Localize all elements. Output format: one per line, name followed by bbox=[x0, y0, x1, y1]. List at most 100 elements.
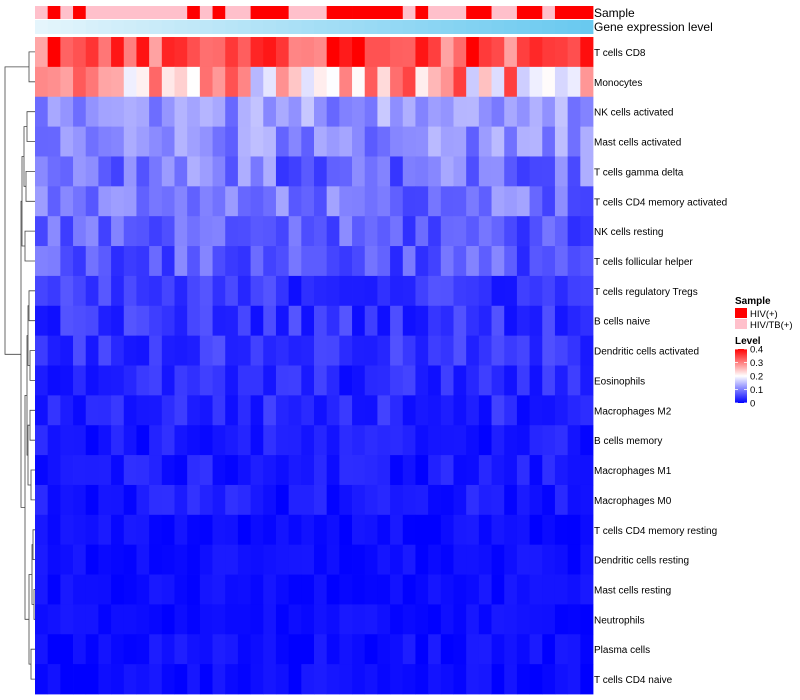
heatmap-cell bbox=[275, 37, 290, 68]
expression-annotation-cell bbox=[136, 20, 150, 34]
dendrogram-branch bbox=[27, 424, 31, 486]
heatmap-cell bbox=[111, 365, 125, 396]
heatmap-cell bbox=[187, 305, 201, 337]
heatmap-cell bbox=[390, 126, 404, 157]
sample-annotation-cell bbox=[199, 6, 213, 19]
heatmap-cell bbox=[111, 126, 125, 157]
heatmap-cell bbox=[580, 216, 594, 247]
heatmap-cell bbox=[60, 484, 74, 516]
heatmap-cell bbox=[567, 574, 581, 605]
heatmap-cell bbox=[491, 395, 505, 426]
heatmap-cell bbox=[478, 66, 492, 98]
heatmap-cell bbox=[478, 395, 492, 426]
heatmap-cell bbox=[491, 216, 505, 247]
heatmap-cell bbox=[478, 455, 492, 486]
heatmap-cell bbox=[60, 246, 74, 277]
heatmap-cell bbox=[73, 514, 87, 546]
heatmap-cell bbox=[326, 365, 340, 396]
heatmap-cell bbox=[47, 37, 61, 68]
heatmap-cell bbox=[60, 544, 74, 575]
heatmap-cell bbox=[491, 246, 505, 277]
heatmap-cell bbox=[352, 246, 366, 277]
heatmap-cell bbox=[314, 96, 328, 127]
heatmap-cell bbox=[212, 484, 226, 516]
heatmap-cell bbox=[415, 365, 429, 396]
heatmap-cell bbox=[212, 335, 226, 366]
heatmap-cell bbox=[187, 425, 201, 456]
heatmap-cell bbox=[212, 96, 226, 127]
heatmap-cell bbox=[542, 544, 556, 575]
heatmap-cell bbox=[453, 66, 467, 98]
heatmap-cell bbox=[428, 455, 442, 486]
sample-annotation-cell bbox=[187, 6, 201, 19]
heatmap-cell bbox=[402, 126, 416, 157]
heatmap-cell bbox=[504, 96, 518, 127]
heatmap-cell bbox=[326, 335, 340, 366]
legend-swatch-hiv-tb bbox=[735, 319, 747, 329]
heatmap-cell bbox=[60, 634, 74, 665]
heatmap-cell bbox=[237, 365, 251, 396]
heatmap-cell bbox=[326, 544, 340, 575]
heatmap-cell bbox=[225, 96, 239, 127]
heatmap-cell bbox=[263, 305, 277, 337]
heatmap-cell bbox=[35, 574, 49, 605]
heatmap-cell bbox=[187, 664, 201, 695]
heatmap-cell bbox=[504, 395, 518, 426]
heatmap-cell bbox=[237, 216, 251, 247]
heatmap-cell bbox=[314, 664, 328, 695]
heatmap-cell bbox=[237, 37, 251, 68]
heatmap-cell bbox=[428, 484, 442, 516]
heatmap-cell bbox=[390, 544, 404, 575]
heatmap-cell bbox=[98, 126, 112, 157]
heatmap-cell bbox=[250, 96, 264, 127]
heatmap-cell bbox=[428, 96, 442, 127]
heatmap-cell bbox=[516, 37, 530, 68]
heatmap-cell bbox=[60, 66, 74, 98]
heatmap-cell bbox=[529, 484, 543, 516]
expression-annotation-cell bbox=[516, 20, 530, 34]
heatmap-cell bbox=[415, 395, 429, 426]
heatmap-cell bbox=[85, 455, 99, 486]
heatmap-cell bbox=[453, 514, 467, 546]
heatmap-cell bbox=[174, 186, 188, 217]
heatmap-cell bbox=[225, 66, 239, 98]
heatmap-cell bbox=[453, 156, 467, 187]
heatmap-cell bbox=[187, 365, 201, 396]
heatmap-cell bbox=[136, 604, 150, 635]
heatmap-cell bbox=[314, 514, 328, 546]
heatmap-cell bbox=[174, 66, 188, 98]
heatmap-cell bbox=[504, 186, 518, 217]
heatmap-cell bbox=[390, 246, 404, 277]
expression-annotation-cell bbox=[491, 20, 505, 34]
row-label: T cells gamma delta bbox=[594, 167, 684, 178]
heatmap-cell bbox=[199, 425, 213, 456]
sample-annotation-cell bbox=[136, 6, 150, 19]
heatmap-cell bbox=[428, 126, 442, 157]
heatmap-cell bbox=[402, 335, 416, 366]
heatmap-cell bbox=[275, 156, 290, 187]
heatmap-cell bbox=[516, 425, 530, 456]
heatmap-cell bbox=[516, 66, 530, 98]
heatmap-cell bbox=[149, 514, 163, 546]
heatmap-cell bbox=[529, 246, 543, 277]
heatmap-cell bbox=[377, 335, 391, 366]
heatmap-cell bbox=[136, 96, 150, 127]
heatmap-cell bbox=[73, 395, 87, 426]
heatmap-cell bbox=[390, 216, 404, 247]
heatmap-cell bbox=[212, 275, 226, 307]
heatmap-cell bbox=[529, 66, 543, 98]
heatmap-cell bbox=[85, 37, 99, 68]
heatmap-cell bbox=[554, 37, 569, 68]
heatmap-cell bbox=[440, 365, 454, 396]
heatmap-cell bbox=[339, 455, 353, 486]
heatmap-cell bbox=[402, 275, 416, 307]
heatmap-cell bbox=[263, 66, 277, 98]
heatmap-cell bbox=[478, 484, 492, 516]
heatmap-cell bbox=[377, 186, 391, 217]
sample-annotation-cell bbox=[174, 6, 188, 19]
heatmap-cell bbox=[466, 425, 480, 456]
heatmap-cell bbox=[85, 66, 99, 98]
heatmap-cell bbox=[453, 634, 467, 665]
heatmap-cell bbox=[491, 425, 505, 456]
sample-annotation-cell bbox=[580, 6, 594, 19]
